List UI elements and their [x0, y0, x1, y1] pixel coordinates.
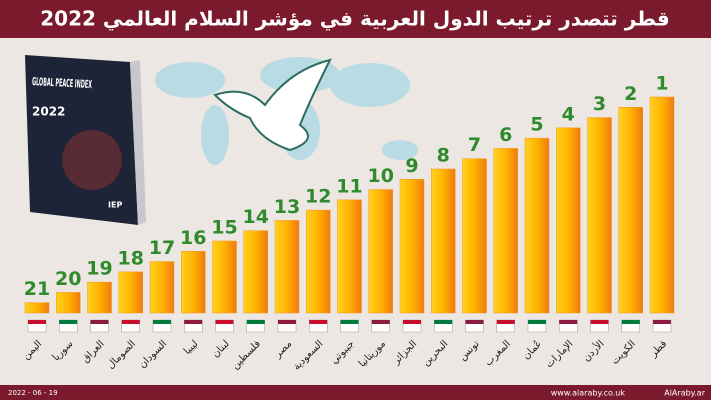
- value-label: 13: [274, 196, 300, 218]
- bar: [524, 137, 550, 314]
- bar: [24, 302, 50, 314]
- bar: [118, 271, 143, 314]
- value-label: 17: [149, 237, 175, 259]
- footer-date: 2022 - 06 - 19: [8, 389, 58, 397]
- value-label: 5: [530, 114, 543, 136]
- value-label: 4: [562, 103, 575, 125]
- flag-stripe: [528, 320, 546, 324]
- value-label: 12: [305, 186, 331, 208]
- flag-stripe: [653, 320, 671, 324]
- flag-stripe: [465, 320, 484, 324]
- value-label: 14: [243, 206, 269, 228]
- bar: [462, 158, 487, 314]
- flag-stripe: [215, 320, 234, 324]
- value-label: 9: [405, 155, 418, 177]
- flag-stripe: [621, 320, 640, 324]
- bar: [649, 96, 675, 314]
- flag-stripe: [184, 320, 203, 324]
- value-label: 16: [180, 227, 206, 249]
- bar: [306, 209, 331, 314]
- book-title: GLOBAL PEACE INDEX: [32, 75, 93, 91]
- flag-stripe: [59, 320, 78, 324]
- bar: [368, 189, 393, 314]
- flag-stripe: [309, 320, 328, 324]
- bar: [556, 127, 581, 314]
- bar: [399, 179, 425, 314]
- value-label: 10: [368, 165, 394, 187]
- flag-stripe: [590, 320, 609, 324]
- bar: [493, 148, 518, 314]
- bar: [212, 240, 237, 314]
- flag-stripe: [434, 320, 453, 324]
- bar: [181, 251, 206, 314]
- bar: [274, 220, 300, 314]
- value-label: 20: [55, 268, 81, 290]
- flag-stripe: [246, 320, 265, 324]
- bar: [149, 261, 175, 314]
- footer-band: [0, 385, 711, 400]
- value-label: 15: [211, 217, 237, 239]
- flag-stripe: [496, 320, 515, 324]
- header-band: [0, 0, 711, 38]
- flag-stripe: [340, 320, 359, 324]
- flag-stripe: [28, 320, 46, 324]
- flag-stripe: [121, 320, 140, 324]
- value-label: 21: [24, 278, 50, 300]
- value-label: 19: [86, 258, 112, 280]
- book-year: 2022: [32, 105, 65, 119]
- footer-social: AlAraby.ar: [664, 389, 705, 398]
- bar: [87, 281, 112, 314]
- value-label: 11: [336, 175, 362, 197]
- flag-stripe: [153, 320, 171, 324]
- value-label: 1: [655, 73, 668, 95]
- value-label: 8: [437, 145, 450, 167]
- value-label: 6: [499, 124, 512, 146]
- flag-stripe: [278, 320, 296, 324]
- bar: [243, 230, 268, 314]
- bar: [337, 199, 362, 314]
- book-publisher: IEP: [108, 201, 122, 210]
- bar: [587, 117, 612, 314]
- value-label: 7: [468, 134, 481, 156]
- flag-stripe: [403, 320, 421, 324]
- value-label: 18: [118, 247, 144, 269]
- value-label: 2: [624, 83, 637, 105]
- bar: [618, 107, 643, 314]
- footer-website: www.alaraby.co.uk: [551, 389, 626, 398]
- value-label: 3: [593, 93, 606, 115]
- bar: [431, 168, 456, 314]
- dove: [213, 58, 332, 152]
- flag-stripe: [559, 320, 578, 324]
- bar: [56, 292, 81, 314]
- flag-stripe: [90, 320, 109, 324]
- book-cover: GLOBAL PEACE INDEX 2022 IEP: [25, 55, 146, 225]
- title: قطر تتصدر ترتيب الدول العربية في مؤشر ال…: [40, 7, 669, 32]
- flag-stripe: [371, 320, 390, 324]
